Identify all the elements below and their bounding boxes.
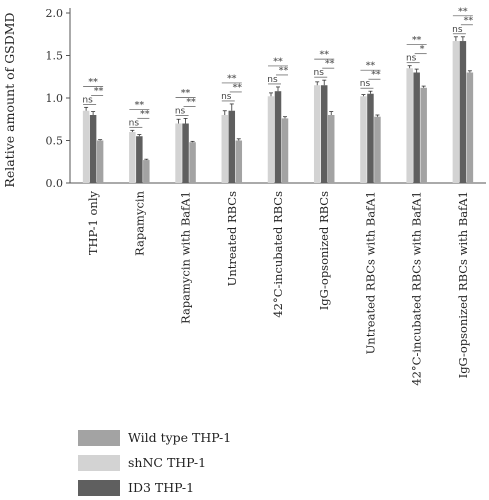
significance-top: **	[412, 36, 422, 46]
legend-label-shnc: shNC THP-1	[128, 455, 207, 470]
significance-inner: **	[233, 83, 243, 93]
x-tick-label: Untreated RBCs with BafA1	[363, 191, 377, 354]
significance-ns: ns	[221, 92, 232, 102]
bar	[267, 96, 275, 183]
legend-label-wild-type: Wild type THP-1	[128, 430, 232, 445]
bar	[182, 123, 189, 183]
chart-bars	[82, 36, 474, 183]
bar	[221, 115, 229, 183]
significance-ns: ns	[452, 25, 463, 35]
significance-inner: **	[186, 97, 196, 107]
bar	[313, 85, 321, 183]
bar	[96, 140, 104, 183]
significance-top: **	[181, 88, 191, 98]
significance-top: **	[88, 77, 98, 87]
chart-axes: 0.0 0.5 1.0 1.5 2.0 THP-1 only Rapamycin Rapamy…	[46, 7, 486, 386]
bar	[129, 132, 136, 183]
significance-top: **	[135, 100, 145, 110]
bar	[189, 142, 196, 183]
bar	[175, 123, 182, 183]
significance-top: **	[366, 61, 376, 71]
bar	[367, 93, 374, 183]
y-tick-label: 2.0	[46, 7, 64, 20]
legend-label-id3: ID3 THP-1	[128, 480, 195, 495]
significance-ns: ns	[360, 79, 371, 89]
significance-inner: **	[279, 66, 289, 76]
x-tick-label: Rapamycin	[132, 190, 146, 256]
bar	[235, 140, 243, 183]
y-axis-label: Relative amount of GSDMD	[2, 12, 17, 187]
significance-ns: ns	[175, 106, 186, 116]
significance-inner: **	[371, 70, 381, 80]
x-tick-label: IgG-opsonized RBCs with BafA1	[456, 191, 470, 378]
x-tick-label: THP-1 only	[86, 190, 100, 255]
bar	[420, 87, 427, 183]
significance-ns: ns	[314, 68, 325, 78]
significance-ns: ns	[406, 54, 417, 64]
bar	[327, 115, 335, 183]
significance-inner: **	[464, 16, 474, 26]
legend-swatch-shnc	[78, 454, 120, 471]
bar	[360, 96, 367, 183]
bar	[143, 160, 150, 183]
bar	[406, 68, 413, 183]
significance-ns: ns	[267, 75, 278, 85]
bar	[136, 136, 143, 183]
significance-inner: **	[94, 86, 104, 96]
legend-item-id3: ID3 THP-1	[78, 475, 231, 500]
x-tick-label: Untreated RBCs	[225, 191, 239, 286]
bar	[274, 91, 282, 183]
significance-ns: ns	[82, 95, 93, 105]
x-tick-label: 42°C-incubated RBCs with BafA1	[410, 191, 424, 386]
significance-top: **	[227, 74, 237, 84]
significance-annotations: ns****ns****ns**** ns**** ns****ns****ns**…	[82, 7, 473, 129]
significance-top: **	[320, 50, 330, 60]
gsdmd-bar-chart: 0.0 0.5 1.0 1.5 2.0 THP-1 only Rapamycin Rapamy…	[2, 7, 486, 386]
bar	[413, 72, 420, 183]
x-tick-label: IgG-opsonized RBCs	[317, 191, 331, 310]
bar	[374, 116, 381, 183]
significance-ns: ns	[129, 118, 140, 128]
legend-item-wild-type: Wild type THP-1	[78, 425, 231, 450]
bar	[281, 118, 289, 183]
significance-top: **	[458, 7, 468, 17]
significance-inner: **	[140, 109, 150, 119]
bar	[228, 110, 236, 183]
legend-swatch-id3	[78, 479, 120, 496]
significance-top: **	[273, 57, 283, 67]
y-tick-label: 0.0	[46, 177, 64, 190]
y-tick-label: 1.5	[46, 50, 64, 63]
x-tick-label: Rapamycin with BafA1	[179, 191, 193, 324]
bar	[466, 72, 474, 183]
bar	[320, 85, 328, 183]
y-tick-label: 0.5	[46, 135, 64, 148]
legend-item-shnc: shNC THP-1	[78, 450, 231, 475]
chart-legend: Wild type THP-1 shNC THP-1 ID3 THP-1	[78, 425, 231, 500]
bar	[452, 41, 460, 183]
bar	[89, 115, 97, 183]
legend-swatch-wild-type	[78, 429, 120, 446]
bar	[459, 41, 467, 183]
significance-inner: *	[420, 45, 425, 55]
bar	[82, 110, 90, 183]
x-tick-label: 42°C-incubated RBCs	[271, 191, 285, 318]
significance-inner: **	[325, 59, 335, 69]
y-tick-label: 1.0	[46, 92, 64, 105]
